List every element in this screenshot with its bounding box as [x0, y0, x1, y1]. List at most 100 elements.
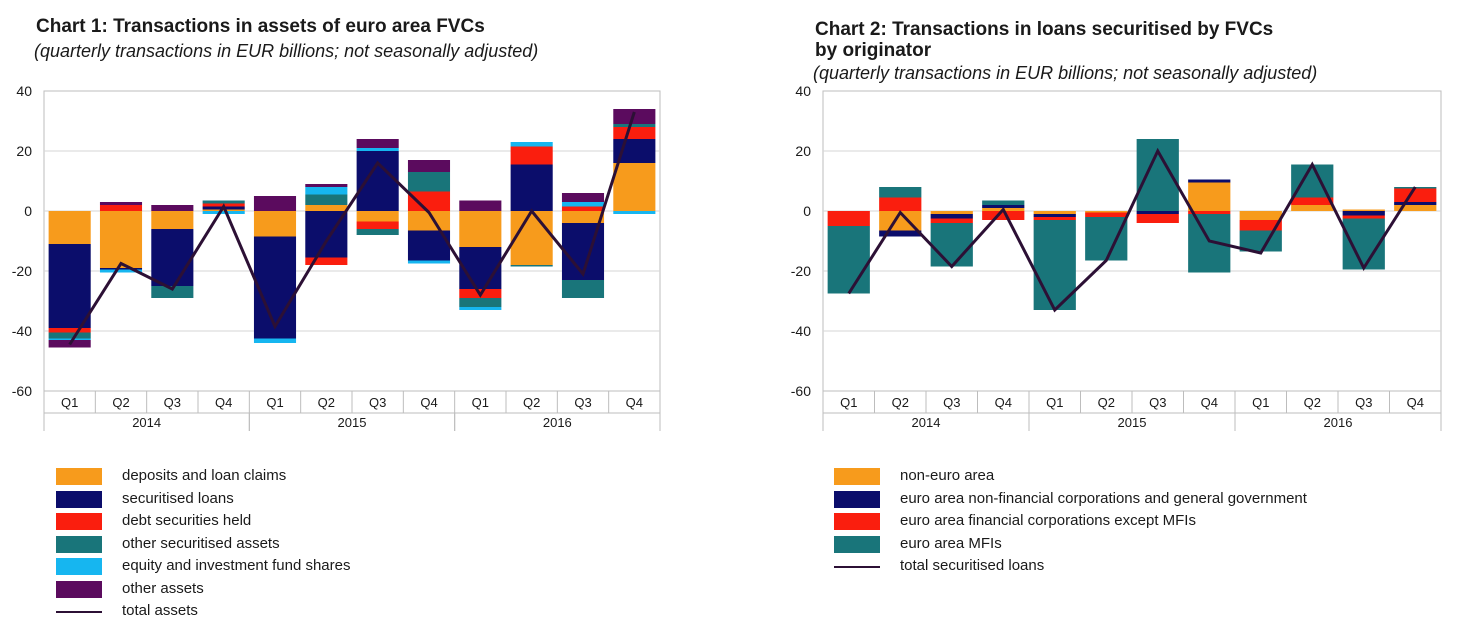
legend-label: euro area MFIs	[900, 534, 1002, 552]
bar-euro-area-non-financial-corporations-and-general-government	[982, 205, 1025, 208]
x-tick-label: Q3	[1355, 395, 1372, 410]
bar-deposits-and-loan-claims	[305, 205, 348, 211]
bar-euro-area-mfis	[982, 200, 1025, 205]
bar-other-assets	[99, 202, 143, 205]
chart2-title-line1: Chart 2: Transactions in loans securitis…	[815, 19, 1274, 40]
bar-equity-and-investment-fund-shares	[48, 338, 91, 340]
bar-other-assets	[305, 184, 348, 187]
x-tick-label: Q2	[892, 395, 909, 410]
x-tick-label: Q1	[840, 395, 857, 410]
legend-label: euro area financial corporations except …	[900, 512, 1196, 529]
bar-deposits-and-loan-claims	[459, 211, 502, 247]
bar-debt-securities-held	[305, 257, 348, 265]
bar-euro-area-financial-corporations-except-mfis	[879, 197, 922, 211]
bar-other-assets	[561, 193, 605, 202]
legend-label: deposits and loan claims	[122, 467, 287, 484]
legend-label: total assets	[122, 602, 198, 619]
x-tick-label: Q4	[626, 395, 643, 410]
bar-euro-area-financial-corporations-except-mfis	[982, 211, 1025, 220]
legend-label: securitised loans	[122, 489, 234, 507]
bar-deposits-and-loan-claims	[253, 211, 297, 237]
bar-euro-area-financial-corporations-except-mfis	[1188, 211, 1231, 214]
bar-debt-securities-held	[48, 328, 91, 333]
bar-euro-area-non-financial-corporations-and-general-government	[930, 214, 973, 219]
x-tick-label: Q2	[112, 395, 129, 410]
x-tick-label: Q2	[318, 395, 335, 410]
bar-other-securitised-assets	[459, 298, 502, 307]
chart1-plot: -60 -40 -20 0 20 40 Q1 Q2 Q3 Q4 Q1 Q2 Q3 Q4 Q1 Q2 Q3 Q4 20…	[12, 83, 661, 431]
year-label: 2016	[1324, 415, 1353, 430]
bar-euro-area-financial-corporations-except-mfis	[1394, 188, 1437, 202]
bar-other-securitised-assets	[407, 172, 451, 192]
bar-equity-and-investment-fund-shares	[613, 211, 656, 214]
bar-equity-and-investment-fund-shares	[253, 338, 297, 343]
bar-securitised-loans	[151, 229, 194, 286]
bar-euro-area-financial-corporations-except-mfis	[1033, 217, 1076, 220]
bar-euro-area-non-financial-corporations-and-general-government	[1033, 214, 1076, 217]
x-tick-label: Q3	[943, 395, 960, 410]
legend-swatch	[834, 490, 880, 508]
x-tick-label: Q4	[420, 395, 437, 410]
x-tick-label: Q3	[1149, 395, 1166, 410]
legend-line-swatch	[56, 611, 102, 613]
y-tick-label: 20	[16, 143, 32, 159]
x-tick-label: Q4	[1407, 395, 1424, 410]
bar-euro-area-mfis	[930, 223, 973, 267]
legend-swatch	[56, 513, 102, 530]
legend-label: debt securities held	[122, 512, 252, 529]
bar-non-euro-area	[1342, 209, 1385, 211]
legend-swatch	[834, 513, 880, 530]
bar-euro-area-non-financial-corporations-and-general-government	[1136, 211, 1179, 214]
x-tick-label: Q1	[1252, 395, 1269, 410]
legend-label: euro area non-financial corporations and…	[900, 489, 1307, 507]
bar-securitised-loans	[48, 244, 91, 328]
legend-label: equity and investment fund shares	[122, 557, 351, 574]
x-tick-label: Q3	[369, 395, 386, 410]
bar-deposits-and-loan-claims	[510, 211, 553, 265]
bar-euro-area-financial-corporations-except-mfis	[1136, 214, 1179, 223]
chart1-subtitle: (quarterly transactions in EUR billions;…	[34, 41, 539, 61]
bar-other-securitised-assets	[48, 332, 91, 339]
bar-debt-securities-held	[561, 206, 605, 211]
line-total-securitised-loans	[847, 147, 1417, 313]
y-tick-label: -40	[791, 323, 811, 339]
x-tick-label: Q1	[266, 395, 283, 410]
year-label: 2016	[543, 415, 572, 430]
y-tick-label: 20	[795, 143, 811, 159]
legend-swatch	[56, 468, 102, 485]
bar-euro-area-mfis	[879, 187, 922, 198]
bar-euro-area-financial-corporations-except-mfis	[827, 211, 870, 226]
bar-non-euro-area	[930, 211, 973, 214]
x-tick-label: Q3	[574, 395, 591, 410]
bar-euro-area-financial-corporations-except-mfis	[930, 218, 973, 223]
x-tick-label: Q2	[1304, 395, 1321, 410]
bar-non-euro-area	[1188, 182, 1231, 211]
x-tick-label: Q1	[1046, 395, 1063, 410]
y-tick-label: -60	[12, 383, 32, 399]
bar-debt-securities-held	[356, 221, 399, 229]
bar-equity-and-investment-fund-shares	[305, 187, 348, 195]
bar-euro-area-financial-corporations-except-mfis	[1239, 220, 1282, 231]
bar-non-euro-area	[1239, 211, 1282, 220]
y-tick-label: -60	[791, 383, 811, 399]
y-tick-label: -20	[12, 263, 32, 279]
bar-equity-and-investment-fund-shares	[356, 148, 399, 151]
bar-euro-area-non-financial-corporations-and-general-government	[1188, 179, 1231, 183]
bar-deposits-and-loan-claims	[613, 163, 656, 211]
x-tick-label: Q3	[164, 395, 181, 410]
bar-securitised-loans	[356, 151, 399, 211]
legend-swatch	[834, 468, 880, 485]
bar-euro-area-financial-corporations-except-mfis	[1085, 212, 1128, 217]
y-tick-label: -20	[791, 263, 811, 279]
legend-swatch	[56, 558, 102, 575]
bar-other-assets	[356, 139, 399, 148]
bar-securitised-loans	[253, 236, 297, 339]
chart2-title-line2: by originator	[815, 40, 932, 61]
y-tick-label: 40	[16, 83, 32, 99]
chart2-subtitle: (quarterly transactions in EUR billions;…	[813, 63, 1318, 83]
bar-euro-area-mfis	[827, 226, 870, 294]
year-label: 2014	[132, 415, 161, 430]
bar-other-assets	[253, 196, 297, 211]
legend-label: total securitised loans	[900, 557, 1045, 574]
